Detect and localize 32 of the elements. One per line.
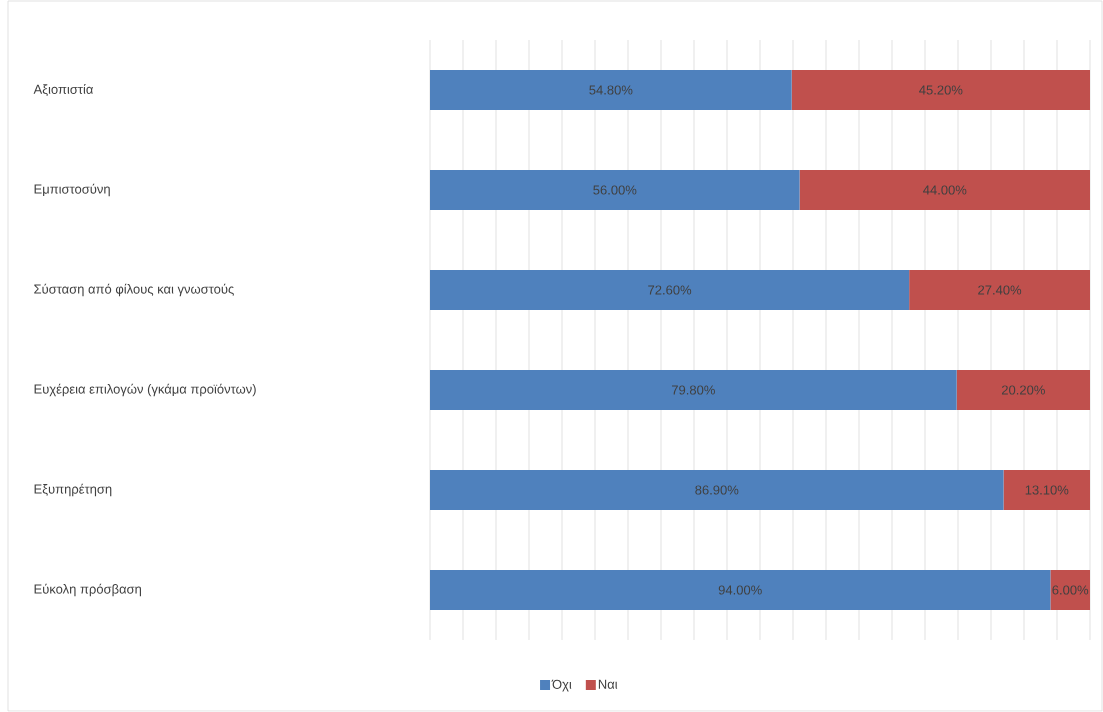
data-label: 72.60% [648,285,692,295]
data-label: 54.80% [589,85,633,95]
bar [1003,470,1090,510]
data-label: 13.10% [1025,485,1069,495]
data-label: 6.00% [1052,585,1089,595]
legend-label: Όχι [551,679,572,692]
y-tick-label: Εμπιστοσύνη [34,183,110,197]
legend-label: Ναι [598,679,618,689]
data-label: 56.00% [593,185,637,195]
bar [909,270,1090,310]
bar [1050,570,1090,610]
bar [430,570,1051,610]
bar [430,270,910,310]
y-tick-label: Εύκολη πρόσβαση [34,583,141,597]
bar [799,170,1090,210]
bar [956,370,1090,410]
y-tick-label: Σύσταση από φίλους και γνωστούς [34,283,234,297]
y-tick-label: Αξιοπιστία [33,83,93,97]
bar [430,470,1004,510]
bar [791,70,1090,110]
data-label: 86.90% [695,485,739,495]
bar [430,370,957,410]
y-tick-label: Εξυπηρέτηση [34,483,112,497]
bar [430,70,792,110]
bar [430,170,800,210]
data-label: 27.40% [978,285,1022,295]
y-tick-label: Ευχέρεια επιλογών (γκάμα προϊόντων) [34,383,256,397]
data-label: 20.20% [1001,385,1045,395]
data-label: 45.20% [919,85,963,95]
data-label: 44.00% [923,185,967,195]
data-label: 79.80% [671,385,715,395]
data-label: 94.00% [718,585,762,595]
